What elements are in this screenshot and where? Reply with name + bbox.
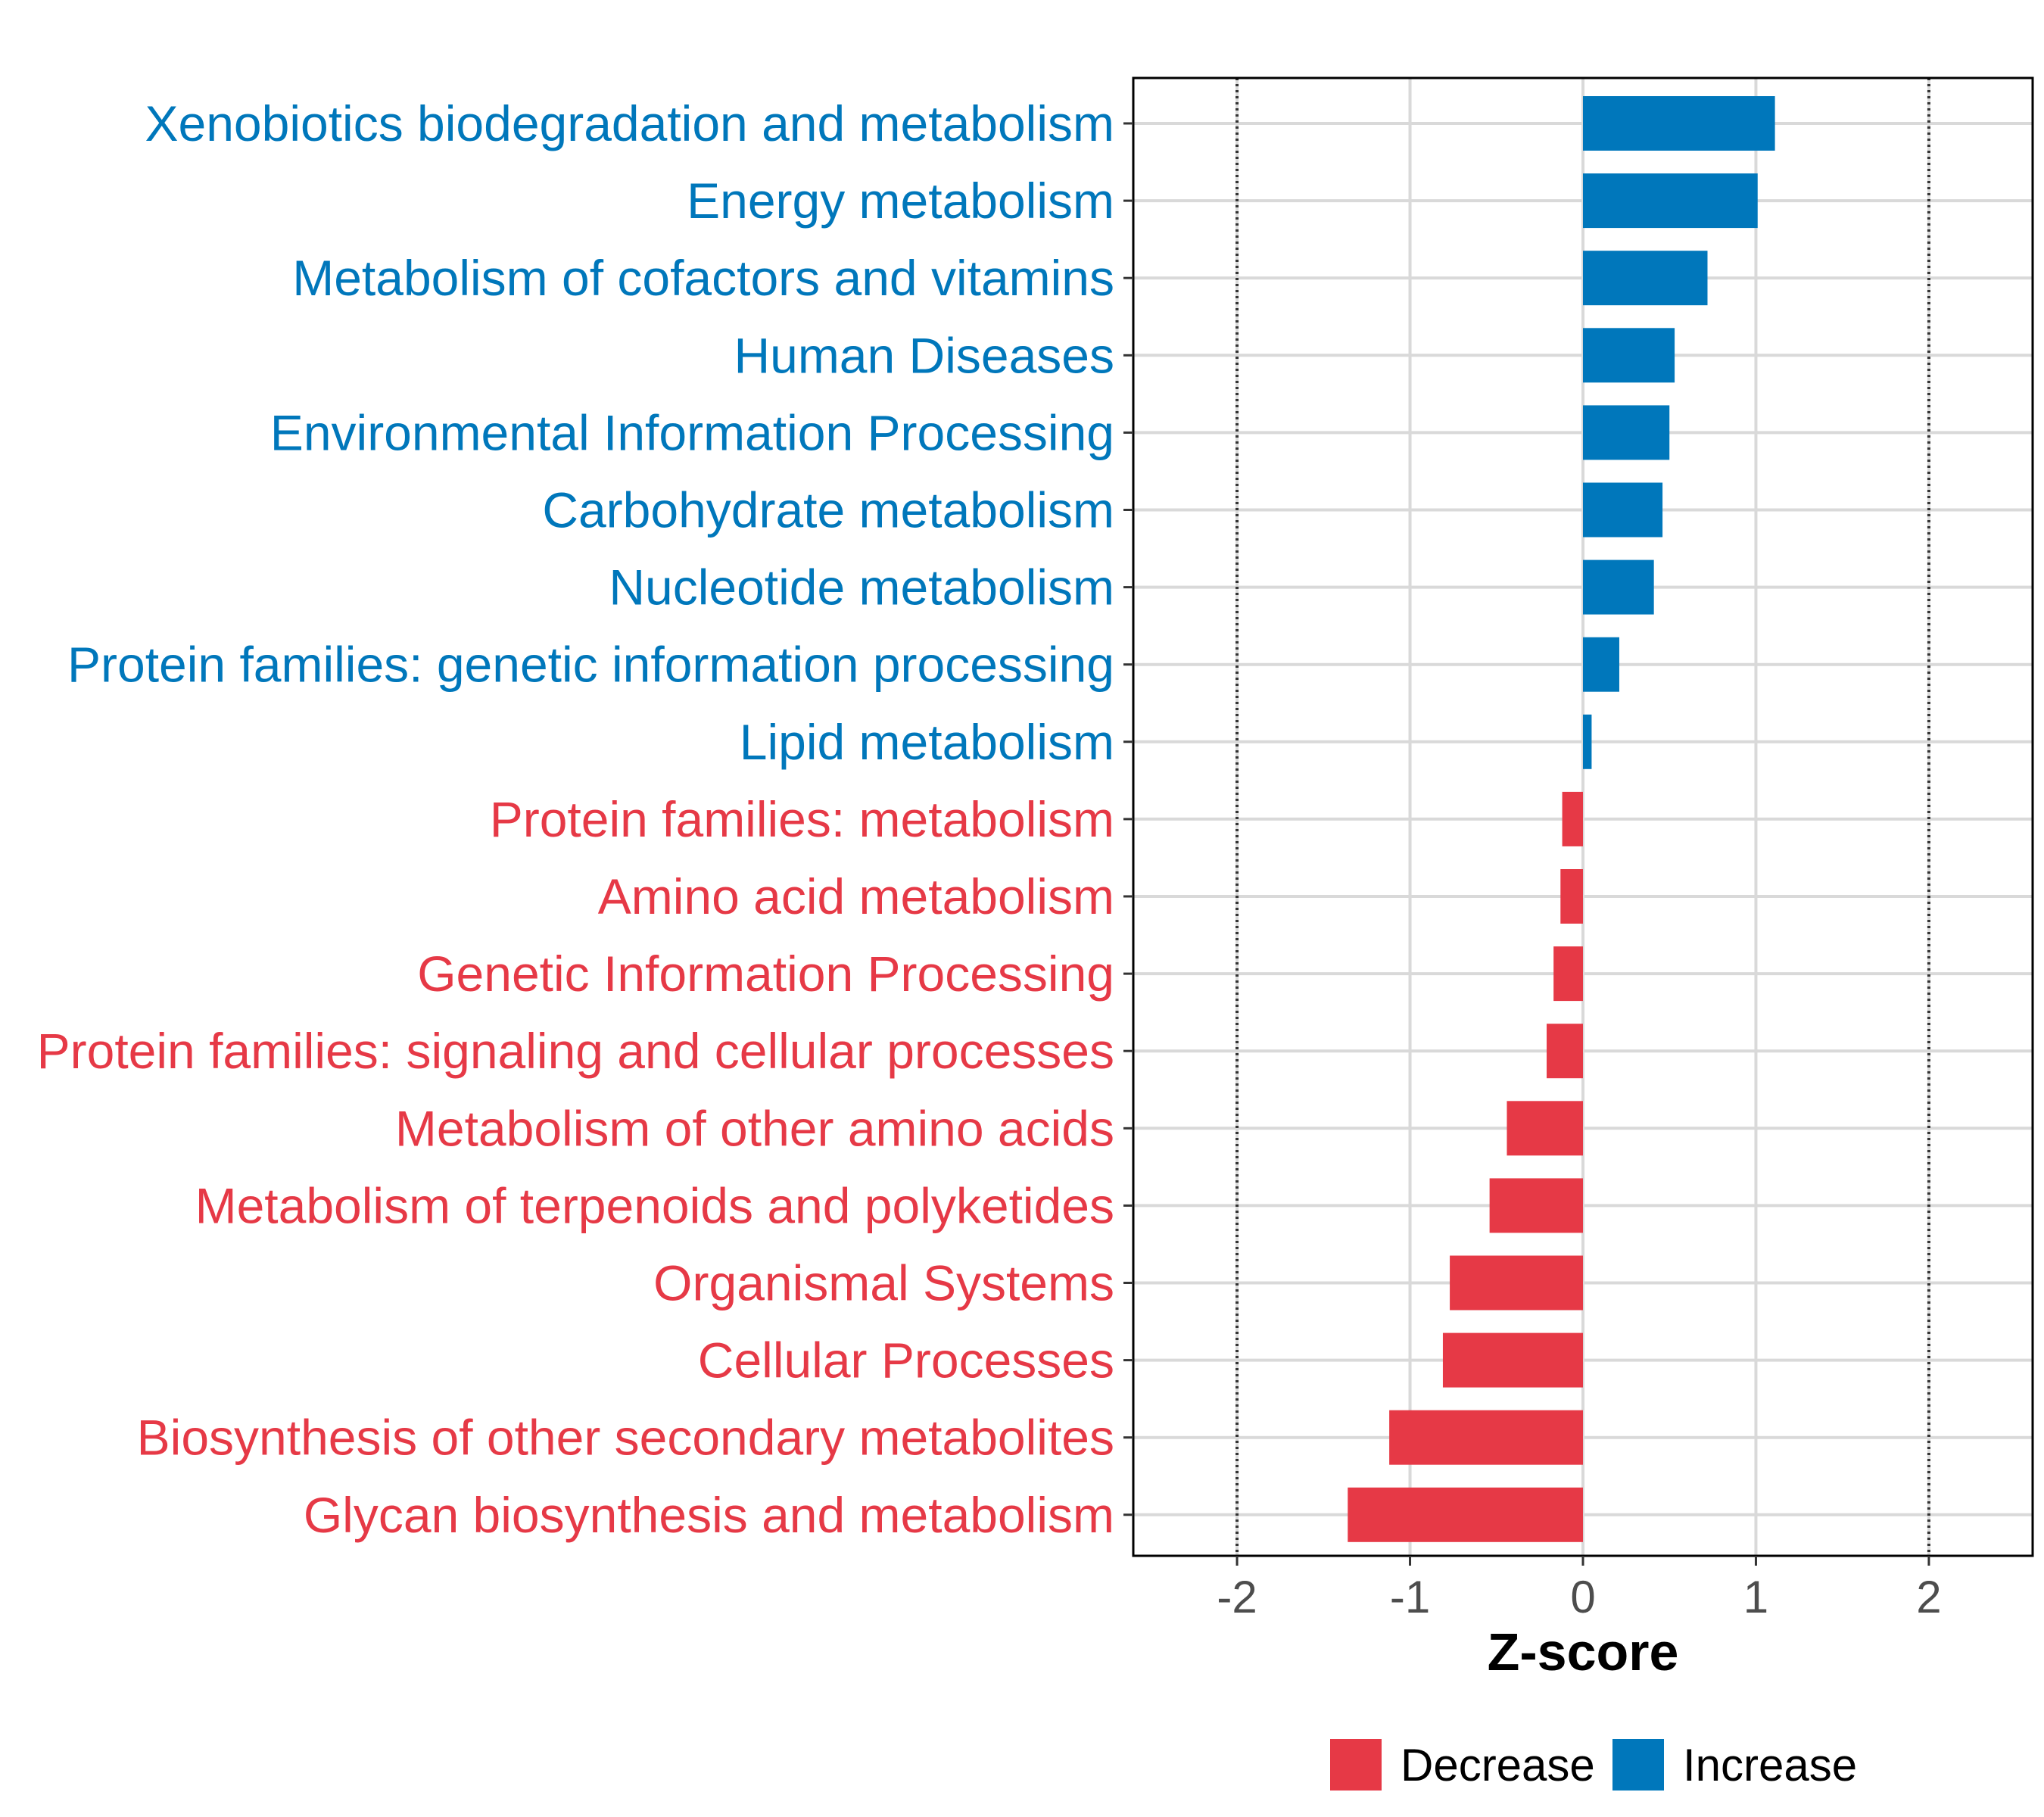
bar xyxy=(1583,405,1670,460)
category-label: Protein families: signaling and cellular… xyxy=(37,1023,1114,1079)
category-label: Lipid metabolism xyxy=(740,714,1114,770)
category-label: Carbohydrate metabolism xyxy=(542,482,1114,538)
category-label: Metabolism of terpenoids and polyketides xyxy=(195,1177,1114,1233)
bar xyxy=(1583,637,1619,692)
category-label: Organismal Systems xyxy=(653,1255,1114,1311)
y-axis-ticks xyxy=(1123,122,1133,1516)
bars xyxy=(1348,96,1775,1542)
bar xyxy=(1583,482,1663,538)
bar xyxy=(1547,1024,1583,1079)
category-label: Environmental Information Processing xyxy=(270,404,1114,460)
category-label: Amino acid metabolism xyxy=(598,868,1114,924)
legend-key xyxy=(1612,1739,1664,1791)
bar xyxy=(1348,1487,1583,1542)
category-label: Nucleotide metabolism xyxy=(609,559,1114,616)
x-axis-title: Z-score xyxy=(1488,1622,1679,1681)
bar xyxy=(1553,946,1583,1002)
legend: Decrease Increase xyxy=(1330,1739,1857,1791)
x-axis-labels: -2 -1 0 1 2 xyxy=(1217,1572,1941,1622)
category-label: Human Diseases xyxy=(734,327,1114,383)
bar xyxy=(1562,791,1583,846)
bar xyxy=(1560,869,1583,924)
x-axis-ticks xyxy=(1235,1556,1930,1566)
bar xyxy=(1583,251,1708,306)
x-tick-label: 0 xyxy=(1570,1572,1595,1622)
category-label: Metabolism of other amino acids xyxy=(395,1100,1114,1156)
x-tick-label: 2 xyxy=(1916,1572,1941,1622)
legend-label: Increase xyxy=(1683,1740,1857,1791)
category-label: Protein families: metabolism xyxy=(490,791,1114,847)
bar xyxy=(1583,173,1758,229)
category-label: Xenobiotics biodegradation and metabolis… xyxy=(145,95,1115,151)
bar xyxy=(1507,1101,1583,1156)
category-label: Genetic Information Processing xyxy=(417,946,1114,1002)
category-label: Energy metabolism xyxy=(687,173,1114,229)
legend-key xyxy=(1330,1739,1382,1791)
bar xyxy=(1450,1255,1583,1311)
x-tick-label: -2 xyxy=(1217,1572,1257,1622)
y-axis-labels: Xenobiotics biodegradation and metabolis… xyxy=(37,95,1114,1543)
category-label: Biosynthesis of other secondary metaboli… xyxy=(137,1410,1114,1466)
category-label: Glycan biosynthesis and metabolism xyxy=(304,1487,1114,1543)
legend-label: Decrease xyxy=(1401,1740,1595,1791)
bar xyxy=(1583,328,1675,383)
bar xyxy=(1583,714,1592,769)
reference-lines xyxy=(1235,78,1930,1556)
category-label: Cellular Processes xyxy=(698,1332,1114,1388)
x-tick-label: 1 xyxy=(1743,1572,1768,1622)
category-label: Protein families: genetic information pr… xyxy=(67,637,1114,693)
bar xyxy=(1442,1332,1583,1388)
x-tick-label: -1 xyxy=(1390,1572,1430,1622)
bar xyxy=(1583,559,1654,615)
bar xyxy=(1389,1410,1583,1465)
bar xyxy=(1489,1178,1583,1233)
bar xyxy=(1583,96,1775,151)
category-label: Metabolism of cofactors and vitamins xyxy=(292,250,1114,306)
